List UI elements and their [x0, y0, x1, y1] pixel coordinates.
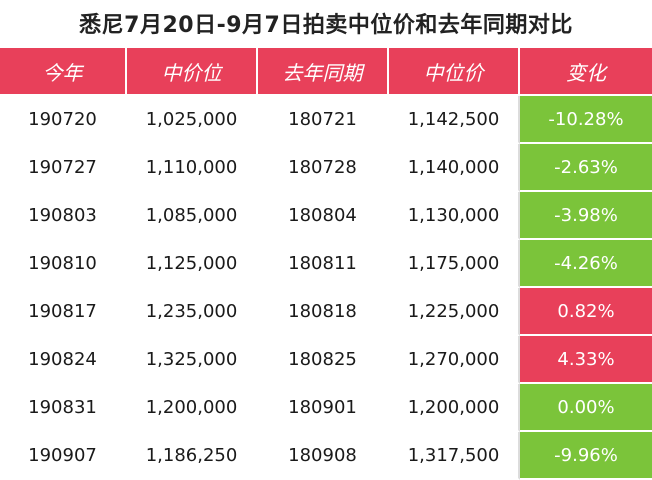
cell-change: -4.26%	[520, 240, 652, 288]
column-header-this-median: 中价位	[127, 48, 258, 96]
cell-last-year: 180811	[258, 240, 389, 288]
table-row: 190720 1,025,000 180721 1,142,500 -10.28%	[0, 96, 652, 144]
column-header-last-year: 去年同期	[258, 48, 389, 96]
column-header-change: 变化	[520, 48, 652, 96]
cell-last-year: 180825	[258, 336, 389, 384]
cell-last-median: 1,317,500	[389, 432, 520, 480]
table-row: 190831 1,200,000 180901 1,200,000 0.00%	[0, 384, 652, 432]
column-header-last-median: 中位价	[389, 48, 520, 96]
table-row: 190824 1,325,000 180825 1,270,000 4.33%	[0, 336, 652, 384]
table-body: 190720 1,025,000 180721 1,142,500 -10.28% 190…	[0, 96, 652, 480]
cell-last-year: 180901	[258, 384, 389, 432]
cell-this-year: 190907	[0, 432, 127, 480]
cell-this-median: 1,200,000	[127, 384, 258, 432]
cell-last-year: 180818	[258, 288, 389, 336]
cell-change: -3.98%	[520, 192, 652, 240]
cell-change: -9.96%	[520, 432, 652, 480]
table-row: 190803 1,085,000 180804 1,130,000 -3.98%	[0, 192, 652, 240]
cell-this-year: 190803	[0, 192, 127, 240]
cell-last-median: 1,200,000	[389, 384, 520, 432]
cell-last-year: 180804	[258, 192, 389, 240]
cell-change: -2.63%	[520, 144, 652, 192]
cell-last-year: 180721	[258, 96, 389, 144]
table-row: 190810 1,125,000 180811 1,175,000 -4.26%	[0, 240, 652, 288]
cell-this-year: 190817	[0, 288, 127, 336]
table-row: 190817 1,235,000 180818 1,225,000 0.82%	[0, 288, 652, 336]
table-row: 190907 1,186,250 180908 1,317,500 -9.96%	[0, 432, 652, 480]
cell-this-year: 190720	[0, 96, 127, 144]
cell-this-year: 190810	[0, 240, 127, 288]
cell-this-year: 190727	[0, 144, 127, 192]
cell-this-median: 1,025,000	[127, 96, 258, 144]
cell-last-year: 180908	[258, 432, 389, 480]
table-header-row: 今年 中价位 去年同期 中位价 变化	[0, 48, 652, 96]
cell-this-median: 1,085,000	[127, 192, 258, 240]
cell-last-median: 1,225,000	[389, 288, 520, 336]
auction-comparison-table: 今年 中价位 去年同期 中位价 变化 190720 1,025,000 180721…	[0, 48, 652, 480]
cell-change: -10.28%	[520, 96, 652, 144]
cell-last-median: 1,130,000	[389, 192, 520, 240]
cell-last-median: 1,175,000	[389, 240, 520, 288]
cell-change: 0.00%	[520, 384, 652, 432]
cell-last-median: 1,270,000	[389, 336, 520, 384]
page-title: 悉尼7月20日-9月7日拍卖中位价和去年同期对比	[79, 13, 573, 38]
cell-this-median: 1,186,250	[127, 432, 258, 480]
cell-this-year: 190831	[0, 384, 127, 432]
cell-this-median: 1,235,000	[127, 288, 258, 336]
cell-this-median: 1,325,000	[127, 336, 258, 384]
cell-change: 4.33%	[520, 336, 652, 384]
cell-last-year: 180728	[258, 144, 389, 192]
cell-last-median: 1,140,000	[389, 144, 520, 192]
cell-this-median: 1,125,000	[127, 240, 258, 288]
column-header-this-year: 今年	[0, 48, 127, 96]
table-row: 190727 1,110,000 180728 1,140,000 -2.63%	[0, 144, 652, 192]
cell-change: 0.82%	[520, 288, 652, 336]
cell-last-median: 1,142,500	[389, 96, 520, 144]
cell-this-median: 1,110,000	[127, 144, 258, 192]
cell-this-year: 190824	[0, 336, 127, 384]
